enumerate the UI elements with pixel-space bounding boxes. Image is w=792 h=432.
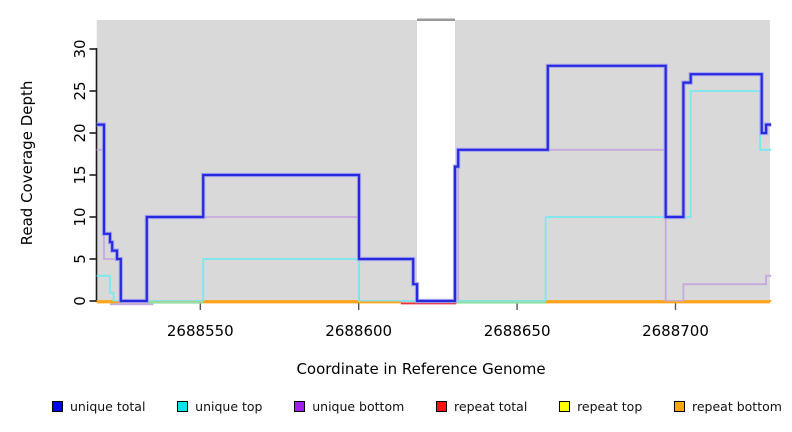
legend-item-unique-bottom: unique bottom	[294, 399, 404, 414]
gap-cap-line	[416, 18, 456, 21]
y-tick-label: 10	[71, 207, 89, 226]
legend-item-repeat-top: repeat top	[559, 399, 642, 414]
chart-legend: unique total unique top unique bottom repea…	[52, 399, 782, 414]
x-tick-label: 2688700	[642, 322, 709, 340]
legend-swatch-icon	[674, 401, 685, 412]
y-tick-label: 0	[71, 296, 89, 306]
legend-item-unique-top: unique top	[177, 399, 262, 414]
legend-label: unique top	[195, 399, 263, 414]
y-tick-label: 25	[71, 81, 89, 100]
x-tick-label: 2688550	[167, 322, 234, 340]
legend-swatch-icon	[436, 401, 448, 412]
legend-label: unique bottom	[312, 399, 405, 414]
x-tick-label: 2688650	[484, 322, 551, 340]
y-tick-label: 20	[71, 123, 89, 142]
coverage-region-band	[96, 20, 417, 301]
series-line-unique-total	[96, 64, 772, 303]
legend-item-repeat-bottom: repeat bottom	[674, 399, 782, 414]
legend-item-repeat-total: repeat total	[436, 399, 527, 414]
coverage-region-band	[455, 20, 770, 301]
legend-label: repeat bottom	[692, 399, 782, 414]
legend-label: repeat top	[577, 399, 643, 414]
y-axis-title: Read Coverage Depth	[18, 80, 36, 246]
legend-item-unique-total: unique total	[52, 399, 145, 414]
y-tick-label: 5	[71, 254, 89, 264]
legend-label: unique total	[70, 399, 146, 414]
y-tick-label: 30	[71, 39, 89, 58]
x-axis-title: Coordinate in Reference Genome	[296, 360, 546, 378]
y-tick-label: 15	[71, 165, 89, 184]
x-tick-label: 2688600	[325, 322, 392, 340]
legend-swatch-icon	[177, 401, 189, 412]
series-line-unique-top	[96, 90, 772, 302]
legend-swatch-icon	[559, 401, 571, 412]
legend-swatch-icon	[52, 401, 63, 412]
legend-label: repeat total	[454, 399, 528, 414]
legend-swatch-icon	[294, 401, 306, 412]
